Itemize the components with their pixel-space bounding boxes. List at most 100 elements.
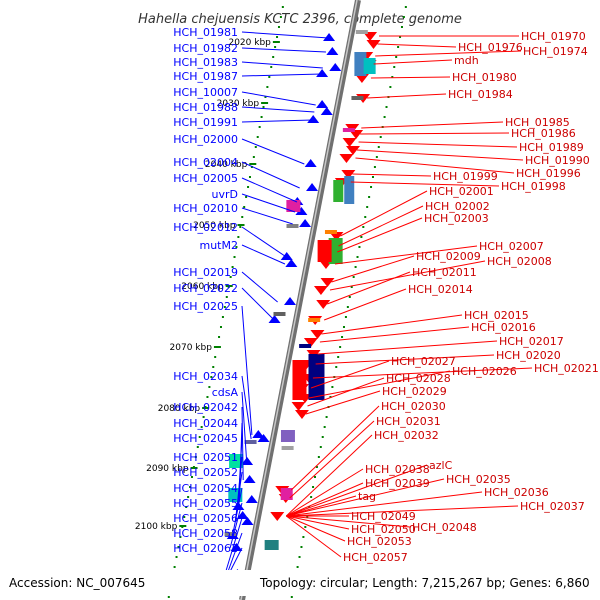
left-leader-line bbox=[234, 471, 243, 523]
forward-gene-arrow bbox=[366, 40, 381, 49]
backbone-highlight bbox=[240, 0, 358, 600]
tick-dot bbox=[252, 156, 255, 158]
right-gene-label: HCH_01985 bbox=[505, 116, 570, 129]
tick-dot bbox=[194, 456, 197, 458]
right-leader-line bbox=[321, 314, 463, 335]
right-leader-line bbox=[308, 370, 451, 399]
tick-dot bbox=[360, 236, 363, 238]
right-leader-line bbox=[285, 434, 373, 517]
gene-stub bbox=[351, 96, 364, 100]
gene-stub bbox=[244, 440, 257, 444]
right-gene-label: HCH_02002 bbox=[425, 200, 490, 213]
right-leader-line bbox=[286, 478, 445, 517]
gene-block bbox=[333, 180, 344, 202]
right-gene-label: HCH_01989 bbox=[519, 141, 584, 154]
tick-dot bbox=[266, 86, 269, 88]
right-leader-line bbox=[286, 515, 350, 530]
right-leader-line bbox=[290, 405, 380, 491]
right-leader-line bbox=[340, 190, 428, 237]
tick-dot bbox=[317, 456, 320, 458]
tick-dot bbox=[321, 436, 324, 438]
tick-dot bbox=[312, 486, 315, 488]
tick-dot bbox=[239, 226, 242, 228]
right-gene-label: HCH_02009 bbox=[416, 250, 481, 263]
tick-dot bbox=[310, 496, 313, 498]
forward-gene-arrow bbox=[303, 338, 318, 347]
gene-block bbox=[292, 360, 307, 400]
gene-block bbox=[354, 52, 367, 76]
left-leader-line bbox=[241, 47, 326, 53]
tick-dot bbox=[177, 546, 180, 548]
tick-dot bbox=[341, 336, 344, 338]
right-leader-line bbox=[286, 491, 483, 517]
left-gene-label: HCH_10007 bbox=[173, 86, 238, 99]
reverse-gene-arrow bbox=[252, 430, 265, 438]
right-leader-line bbox=[285, 515, 342, 558]
gene-block bbox=[280, 430, 295, 442]
left-gene-label: HCH_02012 bbox=[173, 221, 238, 234]
reverse-gene-arrow bbox=[284, 297, 297, 305]
right-gene-label: HCH_02039 bbox=[365, 477, 430, 490]
left-gene-label: HCH_02019 bbox=[173, 266, 238, 279]
footer-accession: Accession: NC_007645 bbox=[9, 576, 145, 590]
tick-dot bbox=[329, 396, 332, 398]
tick-dot bbox=[214, 356, 217, 358]
right-leader-line bbox=[329, 260, 486, 291]
tick-dot bbox=[391, 76, 394, 78]
tick-dot bbox=[296, 566, 299, 568]
tick-dot bbox=[206, 396, 209, 398]
tick-dot bbox=[319, 446, 322, 448]
tick-dot bbox=[277, 26, 280, 28]
tick-dot bbox=[377, 146, 380, 148]
tick-dot bbox=[385, 106, 388, 108]
tick-dot bbox=[179, 536, 182, 538]
gene-stub bbox=[281, 446, 294, 450]
tick-dot bbox=[210, 376, 213, 378]
tick-dot bbox=[218, 336, 221, 338]
gene-block bbox=[363, 58, 376, 74]
tick-label: 2070 kbp bbox=[170, 343, 213, 353]
right-gene-label: HCH_02026 bbox=[452, 365, 517, 378]
tick-label: 2100 kbp bbox=[135, 522, 178, 532]
tick-dot bbox=[270, 66, 273, 68]
tick-dot bbox=[350, 286, 353, 288]
tick-dot bbox=[400, 26, 403, 28]
right-leader-line bbox=[285, 468, 364, 517]
right-leader-line bbox=[307, 377, 385, 407]
right-leader-line bbox=[375, 50, 522, 57]
forward-gene-arrow bbox=[316, 300, 331, 309]
right-gene-label: mdh bbox=[454, 54, 479, 67]
right-gene-label: HCH_02030 bbox=[381, 400, 446, 413]
right-leader-line bbox=[356, 149, 524, 161]
reverse-gene-arrow bbox=[295, 207, 308, 215]
left-gene-label: HCH_02025 bbox=[173, 300, 238, 313]
tick-dot bbox=[241, 216, 244, 218]
gene-stub bbox=[286, 224, 299, 228]
left-gene-label: HCH_02055 bbox=[173, 497, 238, 510]
right-leader-line bbox=[361, 121, 504, 129]
right-leader-line bbox=[367, 93, 447, 99]
tick-label: 2090 kbp bbox=[146, 464, 189, 474]
right-gene-label: HCH_02016 bbox=[471, 321, 536, 334]
tick-dot bbox=[229, 276, 232, 278]
tick-dot bbox=[395, 56, 398, 58]
reverse-gene-arrow bbox=[245, 495, 258, 503]
tick-dot bbox=[202, 416, 205, 418]
left-leader-line bbox=[241, 31, 329, 39]
left-gene-label: HCH_02042 bbox=[173, 401, 238, 414]
gene-stub bbox=[299, 344, 312, 348]
left-leader-line bbox=[241, 161, 300, 189]
tick-dot bbox=[272, 56, 275, 58]
forward-gene-arrow bbox=[270, 512, 285, 521]
reverse-gene-arrow bbox=[243, 475, 256, 483]
right-gene-label: HCH_02003 bbox=[424, 212, 489, 225]
tick-dot bbox=[302, 536, 305, 538]
right-gene-label: HCH_02053 bbox=[347, 535, 412, 548]
left-gene-label: HCH_01987 bbox=[173, 70, 238, 83]
right-gene-label: HCH_01976 bbox=[458, 41, 523, 54]
tick-dot bbox=[325, 416, 328, 418]
right-leader-line bbox=[373, 59, 453, 65]
tick-dot bbox=[371, 176, 374, 178]
left-leader-line bbox=[241, 287, 275, 321]
left-gene-label: HCH_02010 bbox=[173, 202, 238, 215]
